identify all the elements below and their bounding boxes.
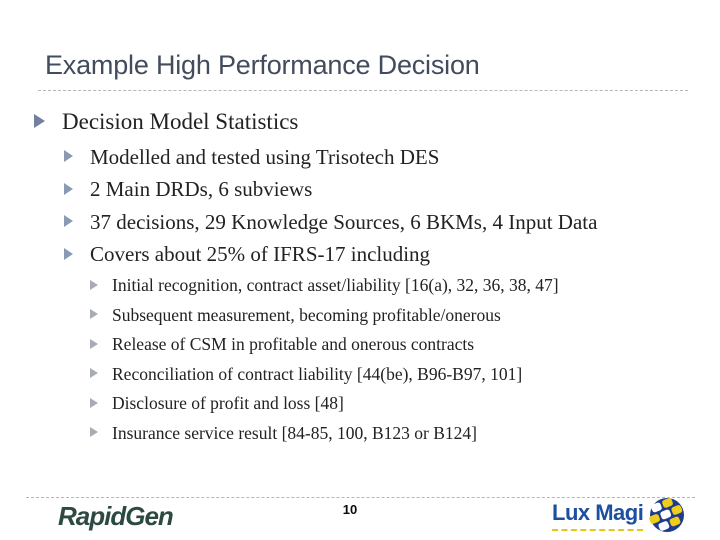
bullet-arrow-icon — [64, 182, 73, 195]
bullet-item: Disclosure of profit and loss [48] — [0, 389, 720, 419]
bullet-arrow-icon — [90, 279, 98, 290]
page-number: 10 — [342, 502, 358, 517]
bullet-arrow-icon — [64, 247, 73, 260]
bullet-text: Insurance service result [84-85, 100, B1… — [112, 422, 477, 443]
bullet-arrow-icon — [90, 397, 98, 408]
bullet-item: Covers about 25% of IFRS-17 including — [0, 239, 720, 272]
bullet-arrow-icon — [34, 114, 45, 128]
bullet-text: Initial recognition, contract asset/liab… — [112, 275, 559, 296]
bullet-item: Insurance service result [84-85, 100, B1… — [0, 419, 720, 449]
bullet-item: Initial recognition, contract asset/liab… — [0, 271, 720, 301]
bullet-item: Modelled and tested using Trisotech DES — [0, 141, 720, 174]
bullet-arrow-icon — [64, 150, 73, 163]
footer-divider-dashed-line — [26, 497, 695, 498]
bullet-item: Decision Model Statistics — [0, 103, 720, 141]
bullet-list: Decision Model Statistics Modelled and te… — [0, 103, 720, 448]
bullet-text: Release of CSM in profitable and onerous… — [112, 334, 475, 355]
bullet-item: Subsequent measurement, becoming profita… — [0, 301, 720, 331]
rapidgen-logo: RapidGen — [58, 501, 174, 531]
bullet-text: 2 Main DRDs, 6 subviews — [90, 177, 313, 202]
bullet-item: 2 Main DRDs, 6 subviews — [0, 174, 720, 207]
bullet-arrow-icon — [90, 309, 98, 320]
luxmagi-logo: Lux Magi — [552, 498, 688, 539]
bullet-arrow-icon — [90, 368, 98, 379]
slide-title: Example High Performance Decision — [45, 50, 480, 80]
bullet-arrow-icon — [64, 215, 73, 228]
bullet-text: 37 decisions, 29 Knowledge Sources, 6 BK… — [90, 209, 598, 234]
luxmagi-globe-icon — [646, 496, 688, 539]
bullet-text: Decision Model Statistics — [62, 109, 299, 134]
bullet-text: Subsequent measurement, becoming profita… — [112, 304, 501, 325]
title-divider-dashed-line — [38, 90, 688, 91]
bullet-text: Disclosure of profit and loss [48] — [112, 393, 344, 414]
bullet-arrow-icon — [90, 338, 98, 349]
bullet-item: 37 decisions, 29 Knowledge Sources, 6 BK… — [0, 206, 720, 239]
bullet-item: Release of CSM in profitable and onerous… — [0, 330, 720, 360]
bullet-text: Reconciliation of contract liability [44… — [112, 363, 523, 384]
bullet-text: Covers about 25% of IFRS-17 including — [90, 242, 431, 267]
bullet-arrow-icon — [90, 427, 98, 438]
luxmagi-logo-text: Lux Magi — [552, 500, 644, 531]
bullet-item: Reconciliation of contract liability [44… — [0, 360, 720, 390]
bullet-text: Modelled and tested using Trisotech DES — [90, 144, 440, 169]
